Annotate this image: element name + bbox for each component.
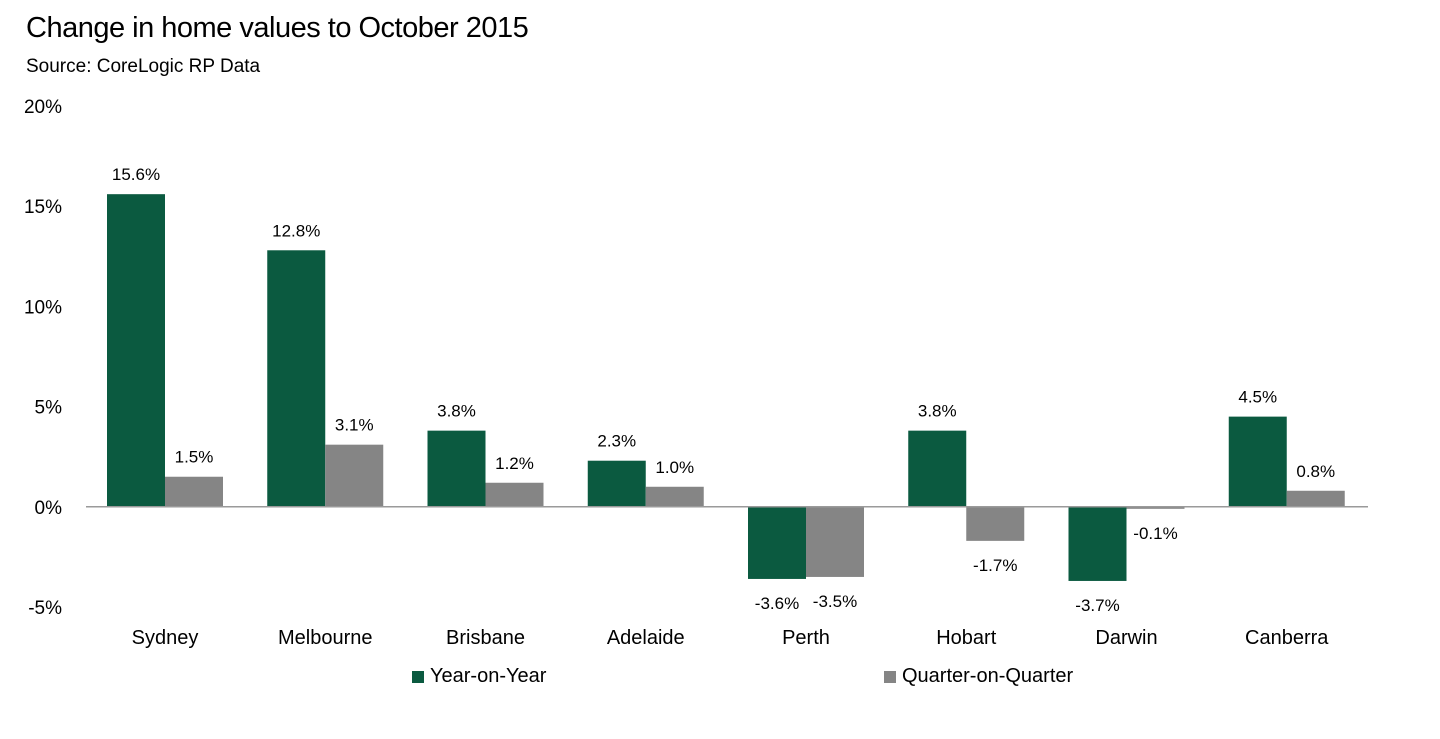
- data-label-quarter-on-quarter-brisbane: 1.2%: [495, 454, 534, 473]
- x-tick-label-adelaide: Adelaide: [607, 627, 685, 649]
- bar-year-on-year-perth: [748, 506, 806, 579]
- data-label-year-on-year-melbourne: 12.8%: [272, 221, 320, 240]
- data-label-quarter-on-quarter-hobart: -1.7%: [973, 556, 1017, 575]
- bar-quarter-on-quarter-canberra: [1286, 490, 1345, 507]
- data-label-year-on-year-canberra: 4.5%: [1238, 388, 1277, 407]
- data-label-quarter-on-quarter-adelaide: 1.0%: [655, 458, 694, 477]
- bar-quarter-on-quarter-darwin: [1126, 506, 1185, 509]
- y-tick-label-20: 20%: [24, 97, 62, 118]
- x-tick-label-melbourne: Melbourne: [278, 627, 373, 649]
- data-label-year-on-year-sydney: 15.6%: [112, 165, 160, 184]
- legend-swatch-year-on-year: [412, 670, 424, 683]
- bar-quarter-on-quarter-melbourne: [325, 444, 384, 507]
- bar-year-on-year-melbourne: [267, 250, 326, 507]
- data-label-year-on-year-adelaide: 2.3%: [597, 432, 636, 451]
- legend-item-quarter-on-quarter: Quarter-on-Quarter: [884, 665, 1073, 688]
- legend-item-year-on-year: Year-on-Year: [412, 665, 546, 688]
- x-tick-label-brisbane: Brisbane: [446, 627, 525, 649]
- legend-label-year-on-year: Year-on-Year: [430, 665, 547, 687]
- x-tick-label-sydney: Sydney: [132, 627, 199, 649]
- x-tick-label-darwin: Darwin: [1095, 627, 1157, 649]
- bar-year-on-year-hobart: [908, 430, 967, 507]
- x-tick-label-perth: Perth: [782, 627, 830, 649]
- data-label-quarter-on-quarter-canberra: 0.8%: [1296, 462, 1335, 481]
- bar-quarter-on-quarter-perth: [806, 506, 864, 577]
- x-tick-label-canberra: Canberra: [1245, 627, 1329, 649]
- bar-quarter-on-quarter-brisbane: [485, 482, 544, 507]
- bar-year-on-year-darwin: [1068, 506, 1127, 581]
- chart-subtitle: Source: CoreLogic RP Data: [26, 56, 261, 77]
- y-tick-label-5: -5%: [28, 598, 62, 619]
- x-tick-label-hobart: Hobart: [936, 627, 996, 649]
- bar-year-on-year-brisbane: [427, 430, 486, 507]
- bar-year-on-year-sydney: [107, 194, 165, 507]
- data-label-year-on-year-perth: -3.6%: [755, 594, 799, 613]
- bar-year-on-year-adelaide: [587, 460, 646, 507]
- y-tick-label-0: 0%: [35, 498, 63, 519]
- data-label-quarter-on-quarter-darwin: -0.1%: [1133, 524, 1177, 543]
- data-label-year-on-year-darwin: -3.7%: [1075, 596, 1119, 615]
- y-tick-label-10: 10%: [24, 297, 62, 318]
- legend-label-quarter-on-quarter: Quarter-on-Quarter: [902, 665, 1074, 687]
- data-label-quarter-on-quarter-melbourne: 3.1%: [335, 416, 374, 435]
- chart-title: Change in home values to October 2015: [26, 12, 529, 44]
- y-tick-label-5: 5%: [35, 398, 63, 419]
- data-label-year-on-year-hobart: 3.8%: [918, 402, 957, 421]
- y-tick-label-15: 15%: [24, 197, 62, 218]
- data-label-year-on-year-brisbane: 3.8%: [437, 402, 476, 421]
- bar-quarter-on-quarter-sydney: [165, 476, 223, 507]
- bar-quarter-on-quarter-hobart: [966, 506, 1025, 541]
- data-label-quarter-on-quarter-perth: -3.5%: [813, 592, 857, 611]
- bar-year-on-year-canberra: [1228, 416, 1287, 507]
- legend-swatch-quarter-on-quarter: [884, 670, 896, 683]
- data-label-quarter-on-quarter-sydney: 1.5%: [175, 448, 214, 467]
- bar-quarter-on-quarter-adelaide: [645, 486, 704, 507]
